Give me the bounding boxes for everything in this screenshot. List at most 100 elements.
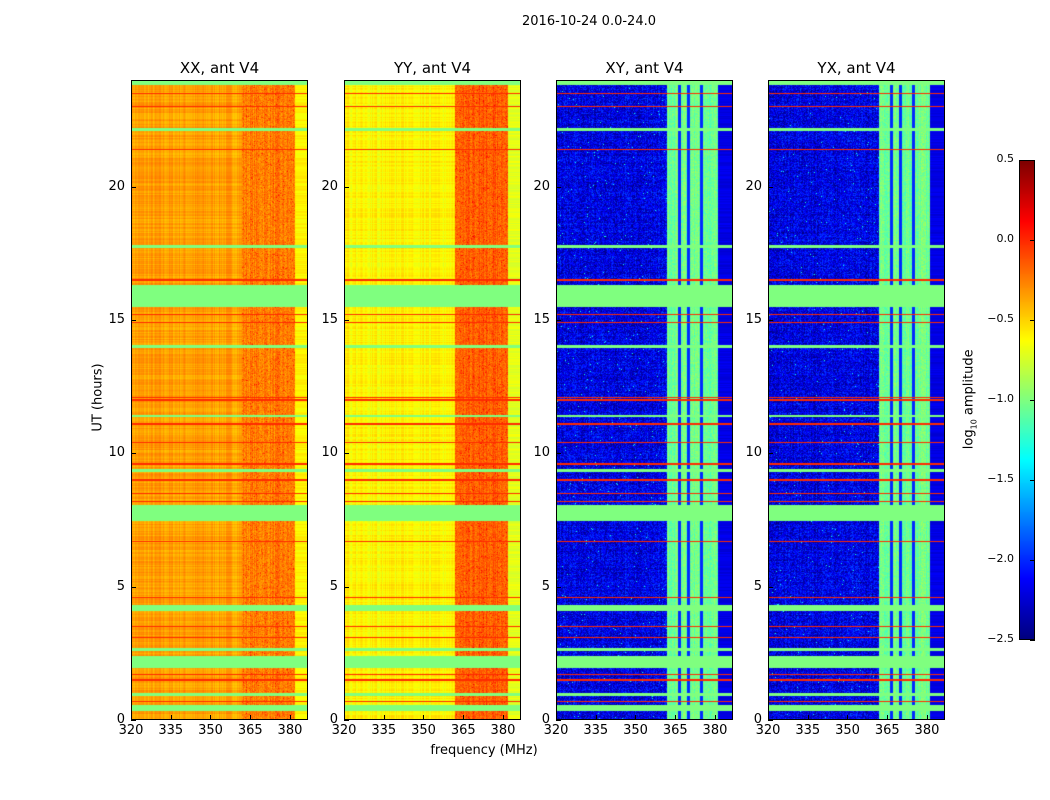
- y-tick-label: 0: [116, 712, 125, 727]
- colorbar-tick: [1030, 560, 1035, 561]
- x-tick-label: 350: [411, 723, 436, 738]
- x-tick: [635, 715, 637, 720]
- x-tick: [926, 715, 928, 720]
- x-tick-label: 335: [795, 723, 821, 738]
- colorbar-tick-label: −1.0: [987, 392, 1014, 405]
- heatmap-panel-4: [768, 80, 945, 720]
- x-tick-label: 365: [450, 723, 476, 738]
- colorbar-tick: [1030, 240, 1035, 241]
- y-tick: [131, 453, 136, 455]
- x-tick: [289, 715, 291, 720]
- x-tick-label: 335: [371, 723, 397, 738]
- y-tick-label: 10: [745, 445, 762, 461]
- colorbar-tick: [1030, 400, 1035, 401]
- x-tick: [556, 715, 557, 720]
- heatmap-panel-3: [556, 80, 733, 720]
- x-tick-label: 350: [198, 723, 223, 738]
- heatmap-panel-1: [131, 80, 308, 720]
- colorbar-tick-label: 0.0: [996, 232, 1015, 245]
- y-tick-label: 10: [321, 445, 338, 461]
- x-tick: [768, 715, 769, 720]
- y-tick: [768, 186, 773, 188]
- colorbar-tick: [1030, 160, 1035, 161]
- figure-title: 2016-10-24 0.0-24.0: [522, 14, 656, 29]
- x-tick: [714, 715, 716, 720]
- x-tick: [847, 715, 849, 720]
- y-tick: [344, 186, 349, 188]
- y-axis-label: UT (hours): [90, 363, 106, 432]
- x-tick: [595, 715, 597, 720]
- y-tick: [344, 453, 349, 455]
- x-tick-label: 350: [623, 723, 648, 738]
- x-tick-label: 320: [331, 723, 357, 738]
- y-tick-label: 0: [541, 712, 550, 727]
- y-tick: [556, 186, 561, 188]
- y-tick: [344, 320, 349, 321]
- y-tick: [131, 586, 136, 588]
- x-tick: [502, 715, 504, 720]
- panel-title: YY, ant V4: [393, 59, 471, 77]
- y-tick-label: 5: [116, 578, 125, 594]
- colorbar-tick-label: −1.5: [987, 472, 1014, 485]
- y-tick: [768, 453, 773, 455]
- y-tick-label: 20: [321, 178, 338, 194]
- y-tick: [344, 586, 349, 588]
- x-tick-label: 320: [118, 723, 144, 738]
- y-tick-label: 20: [533, 178, 550, 194]
- x-tick-label: 380: [277, 723, 303, 738]
- y-tick-label: 10: [108, 445, 125, 461]
- x-tick: [463, 715, 465, 720]
- y-tick-label: 0: [753, 712, 762, 727]
- y-tick: [131, 720, 136, 721]
- heatmap-cells: [768, 80, 945, 720]
- x-tick: [887, 715, 889, 720]
- x-tick-label: 365: [237, 723, 263, 738]
- y-tick: [131, 186, 136, 188]
- x-tick: [210, 715, 212, 720]
- x-tick: [807, 715, 809, 720]
- y-tick-label: 20: [108, 178, 125, 194]
- y-tick-label: 15: [321, 312, 338, 327]
- x-tick: [170, 715, 172, 720]
- y-tick-label: 20: [745, 178, 762, 194]
- x-tick: [250, 715, 252, 720]
- colorbar-tick: [1030, 480, 1035, 481]
- heatmap-cells: [344, 80, 521, 720]
- x-tick: [344, 715, 345, 720]
- y-tick: [344, 720, 349, 721]
- colorbar-tick-label: −2.0: [987, 552, 1014, 565]
- x-tick-label: 380: [702, 723, 728, 738]
- x-tick: [423, 715, 425, 720]
- y-tick-label: 10: [533, 445, 550, 461]
- y-tick-label: 5: [329, 578, 338, 594]
- x-tick-label: 335: [583, 723, 609, 738]
- y-tick-label: 5: [753, 578, 762, 594]
- y-tick: [556, 453, 561, 455]
- x-axis-label: frequency (MHz): [430, 743, 538, 758]
- y-tick-label: 15: [108, 312, 125, 327]
- colorbar-tick: [1030, 320, 1035, 321]
- y-tick: [556, 586, 561, 588]
- x-tick: [383, 715, 385, 720]
- panel-title: XY, ant V4: [605, 59, 684, 77]
- x-tick-label: 365: [874, 723, 900, 738]
- colorbar-tick-label: −0.5: [987, 312, 1014, 325]
- colorbar-tick-label: −2.5: [987, 632, 1014, 645]
- y-tick: [556, 720, 561, 721]
- x-tick-label: 320: [543, 723, 569, 738]
- y-tick: [131, 320, 136, 321]
- y-tick: [768, 586, 773, 588]
- y-tick-label: 0: [329, 712, 338, 727]
- y-tick-label: 15: [533, 312, 550, 327]
- heatmap-panel-2: [344, 80, 521, 720]
- y-tick-label: 5: [541, 578, 550, 594]
- x-tick: [675, 715, 677, 720]
- panel-title: YX, ant V4: [817, 59, 896, 77]
- y-tick: [556, 320, 561, 321]
- x-tick-label: 380: [914, 723, 940, 738]
- panel-title: XX, ant V4: [179, 59, 260, 77]
- y-tick: [768, 720, 773, 721]
- x-tick-label: 335: [158, 723, 184, 738]
- y-tick: [768, 320, 773, 321]
